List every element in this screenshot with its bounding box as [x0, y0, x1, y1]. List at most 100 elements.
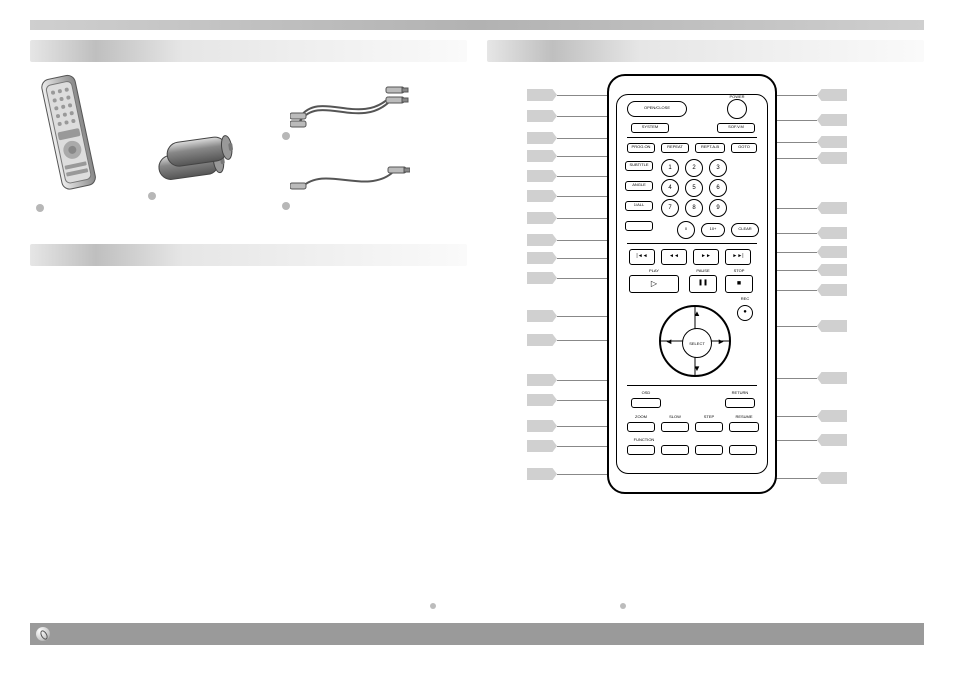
callout-tag — [817, 114, 847, 126]
digit-3-label: 3 — [709, 165, 727, 171]
goto-label: GOTO — [731, 145, 757, 149]
callout-tag — [527, 212, 557, 224]
pause-symbol: ❚❚ — [689, 280, 717, 286]
callout-tag — [817, 284, 847, 296]
slow-button — [661, 422, 689, 432]
callout-tag — [817, 320, 847, 332]
resume-button — [729, 422, 759, 432]
callout-tag — [817, 434, 847, 446]
callout-tag — [817, 264, 847, 276]
bullet-dot — [282, 132, 290, 140]
accessory-audio-cable-icon — [290, 159, 410, 199]
digit-6-label: 6 — [709, 185, 727, 191]
callout-tag — [817, 410, 847, 422]
ffwd-label: ►► — [693, 254, 719, 259]
bullet-dot — [282, 202, 290, 210]
stop-text: STOP — [725, 269, 753, 273]
step-label: STEP — [695, 415, 723, 419]
callout-tag — [817, 152, 847, 164]
stop-symbol: ■ — [725, 280, 753, 287]
callout-tag — [817, 202, 847, 214]
prev-label: |◄◄ — [629, 254, 655, 259]
digit-1-label: 1 — [661, 165, 679, 171]
side-button-4 — [625, 221, 653, 231]
select-button: SELECT — [682, 328, 712, 358]
callout-tag — [527, 234, 557, 246]
accessories-area — [30, 74, 467, 234]
title-separator — [30, 20, 924, 30]
callout-tag — [817, 246, 847, 258]
callout-tag — [817, 472, 847, 484]
digit-0-label: 0 — [677, 227, 695, 231]
function-button-3 — [695, 445, 723, 455]
callout-tag — [527, 110, 557, 122]
bulb-icon — [36, 627, 50, 641]
callout-tag — [527, 374, 557, 386]
next-label: ►►| — [725, 254, 751, 259]
callout-tag — [527, 190, 557, 202]
return-button — [725, 398, 755, 408]
section-header-remote — [487, 40, 924, 62]
step-button — [695, 422, 723, 432]
digit-5-label: 5 — [685, 185, 703, 191]
arrow-left-icon: ◄ — [665, 337, 673, 346]
callout-tag — [527, 420, 557, 432]
accessory-av-cable-icon — [290, 79, 410, 129]
repeat-label: REPEAT — [661, 145, 689, 149]
clear-label: CLEAR — [731, 227, 759, 231]
callout-tag — [527, 150, 557, 162]
remote-diagram: OPEN/CLOSE POWER SYSTEM SOF.V.M PROG.ON — [487, 74, 924, 514]
manual-page: OPEN/CLOSE POWER SYSTEM SOF.V.M PROG.ON — [0, 0, 954, 675]
remote-inner-outline: OPEN/CLOSE POWER SYSTEM SOF.V.M PROG.ON — [616, 94, 768, 474]
progon-label: PROG.ON — [627, 145, 655, 149]
callout-tag — [527, 89, 557, 101]
function-button-1 — [627, 445, 655, 455]
one-all-label: 1/ALL — [625, 203, 653, 207]
section-header-accessories — [30, 40, 467, 62]
left-column — [30, 40, 467, 514]
digit-10plus-label: 10+ — [701, 227, 725, 231]
subtitle-label: SUBTITLE — [625, 163, 653, 167]
separator-line-2 — [627, 243, 757, 244]
callout-tag — [527, 468, 557, 480]
callout-tag — [817, 372, 847, 384]
footer-dot — [430, 603, 436, 609]
callout-tag — [527, 334, 557, 346]
zoom-button — [627, 422, 655, 432]
play-text: PLAY — [629, 269, 679, 273]
function-label: FUNCTION — [627, 438, 661, 442]
separator-line-3 — [627, 385, 757, 386]
digit-9-label: 9 — [709, 205, 727, 211]
pause-text: PAUSE — [689, 269, 717, 273]
remote-outline: OPEN/CLOSE POWER SYSTEM SOF.V.M PROG.ON — [607, 74, 777, 494]
digit-8-label: 8 — [685, 205, 703, 211]
angle-label: ANGLE — [625, 183, 653, 187]
digit-2-label: 2 — [685, 165, 703, 171]
system-label: SYSTEM — [631, 125, 669, 129]
callout-tag — [527, 310, 557, 322]
dpad-ring: SELECT ▲ ▼ ◄ ► — [659, 305, 731, 377]
resume-label: RESUME — [729, 415, 759, 419]
digit-7-label: 7 — [661, 205, 679, 211]
reptab-label: REPT.A-B — [695, 145, 725, 149]
rec-symbol: ● — [737, 309, 753, 315]
osd-button — [631, 398, 661, 408]
zoom-label: ZOOM — [627, 415, 655, 419]
accessory-batteries-icon — [150, 134, 240, 184]
callout-tag — [817, 136, 847, 148]
select-label: SELECT — [689, 341, 705, 346]
callout-tag — [527, 272, 557, 284]
function-button-2 — [661, 445, 689, 455]
separator-line — [627, 137, 757, 138]
return-label: RETURN — [725, 391, 755, 395]
callout-tag — [527, 170, 557, 182]
open-close-label: OPEN/CLOSE — [627, 106, 687, 110]
hint-bar — [30, 623, 924, 645]
footer-dot — [620, 603, 626, 609]
power-button — [727, 99, 747, 119]
callout-tag — [527, 394, 557, 406]
rec-text: REC — [735, 297, 755, 301]
arrow-right-icon: ► — [717, 337, 725, 346]
accessory-remote-icon — [40, 74, 100, 194]
section-header-batteries — [30, 244, 467, 266]
